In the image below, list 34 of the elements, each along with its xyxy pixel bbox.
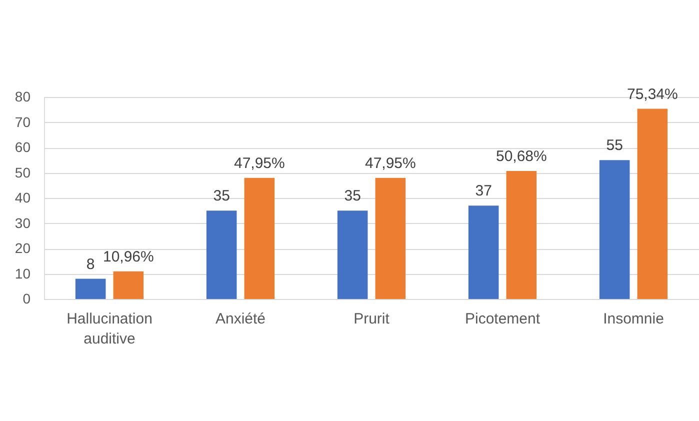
bar: [206, 210, 237, 299]
data-label: 47,95%: [234, 154, 285, 172]
y-tick-label: 40: [14, 190, 31, 206]
data-label: 75,34%: [626, 86, 678, 103]
x-tick-label: Picotement: [464, 310, 541, 328]
bar: [375, 178, 406, 299]
y-tick-label: 0: [22, 290, 31, 306]
y-tick-label: 60: [14, 139, 31, 155]
y-tick-label: 20: [14, 240, 31, 256]
data-label: 47,95%: [364, 154, 416, 172]
bar: [113, 271, 144, 299]
bar: [337, 210, 368, 299]
x-tick-label: Insomnie: [603, 310, 664, 328]
data-label: 8: [86, 256, 95, 273]
bar: [244, 178, 275, 299]
data-label: 50,68%: [496, 148, 547, 166]
x-tick-label: Prurit: [354, 310, 390, 328]
y-tick-label: 50: [14, 164, 31, 180]
bar: [599, 160, 630, 299]
data-label: 35: [344, 188, 361, 205]
bar: [637, 108, 668, 299]
y-tick-label: 70: [14, 114, 31, 130]
x-tick-label: Anxiété: [215, 310, 266, 328]
data-label: 55: [606, 137, 623, 154]
data-label: 35: [213, 188, 230, 205]
bar: [506, 171, 537, 299]
y-tick-label: 30: [14, 214, 31, 231]
bar: [468, 206, 499, 299]
data-label: 37: [475, 182, 492, 200]
y-tick-label: 80: [14, 88, 31, 104]
y-tick-label: 10: [14, 265, 31, 282]
bar: [75, 278, 106, 299]
data-label: 10,96%: [102, 248, 154, 266]
x-tick-label: Hallucination auditive: [66, 310, 152, 348]
